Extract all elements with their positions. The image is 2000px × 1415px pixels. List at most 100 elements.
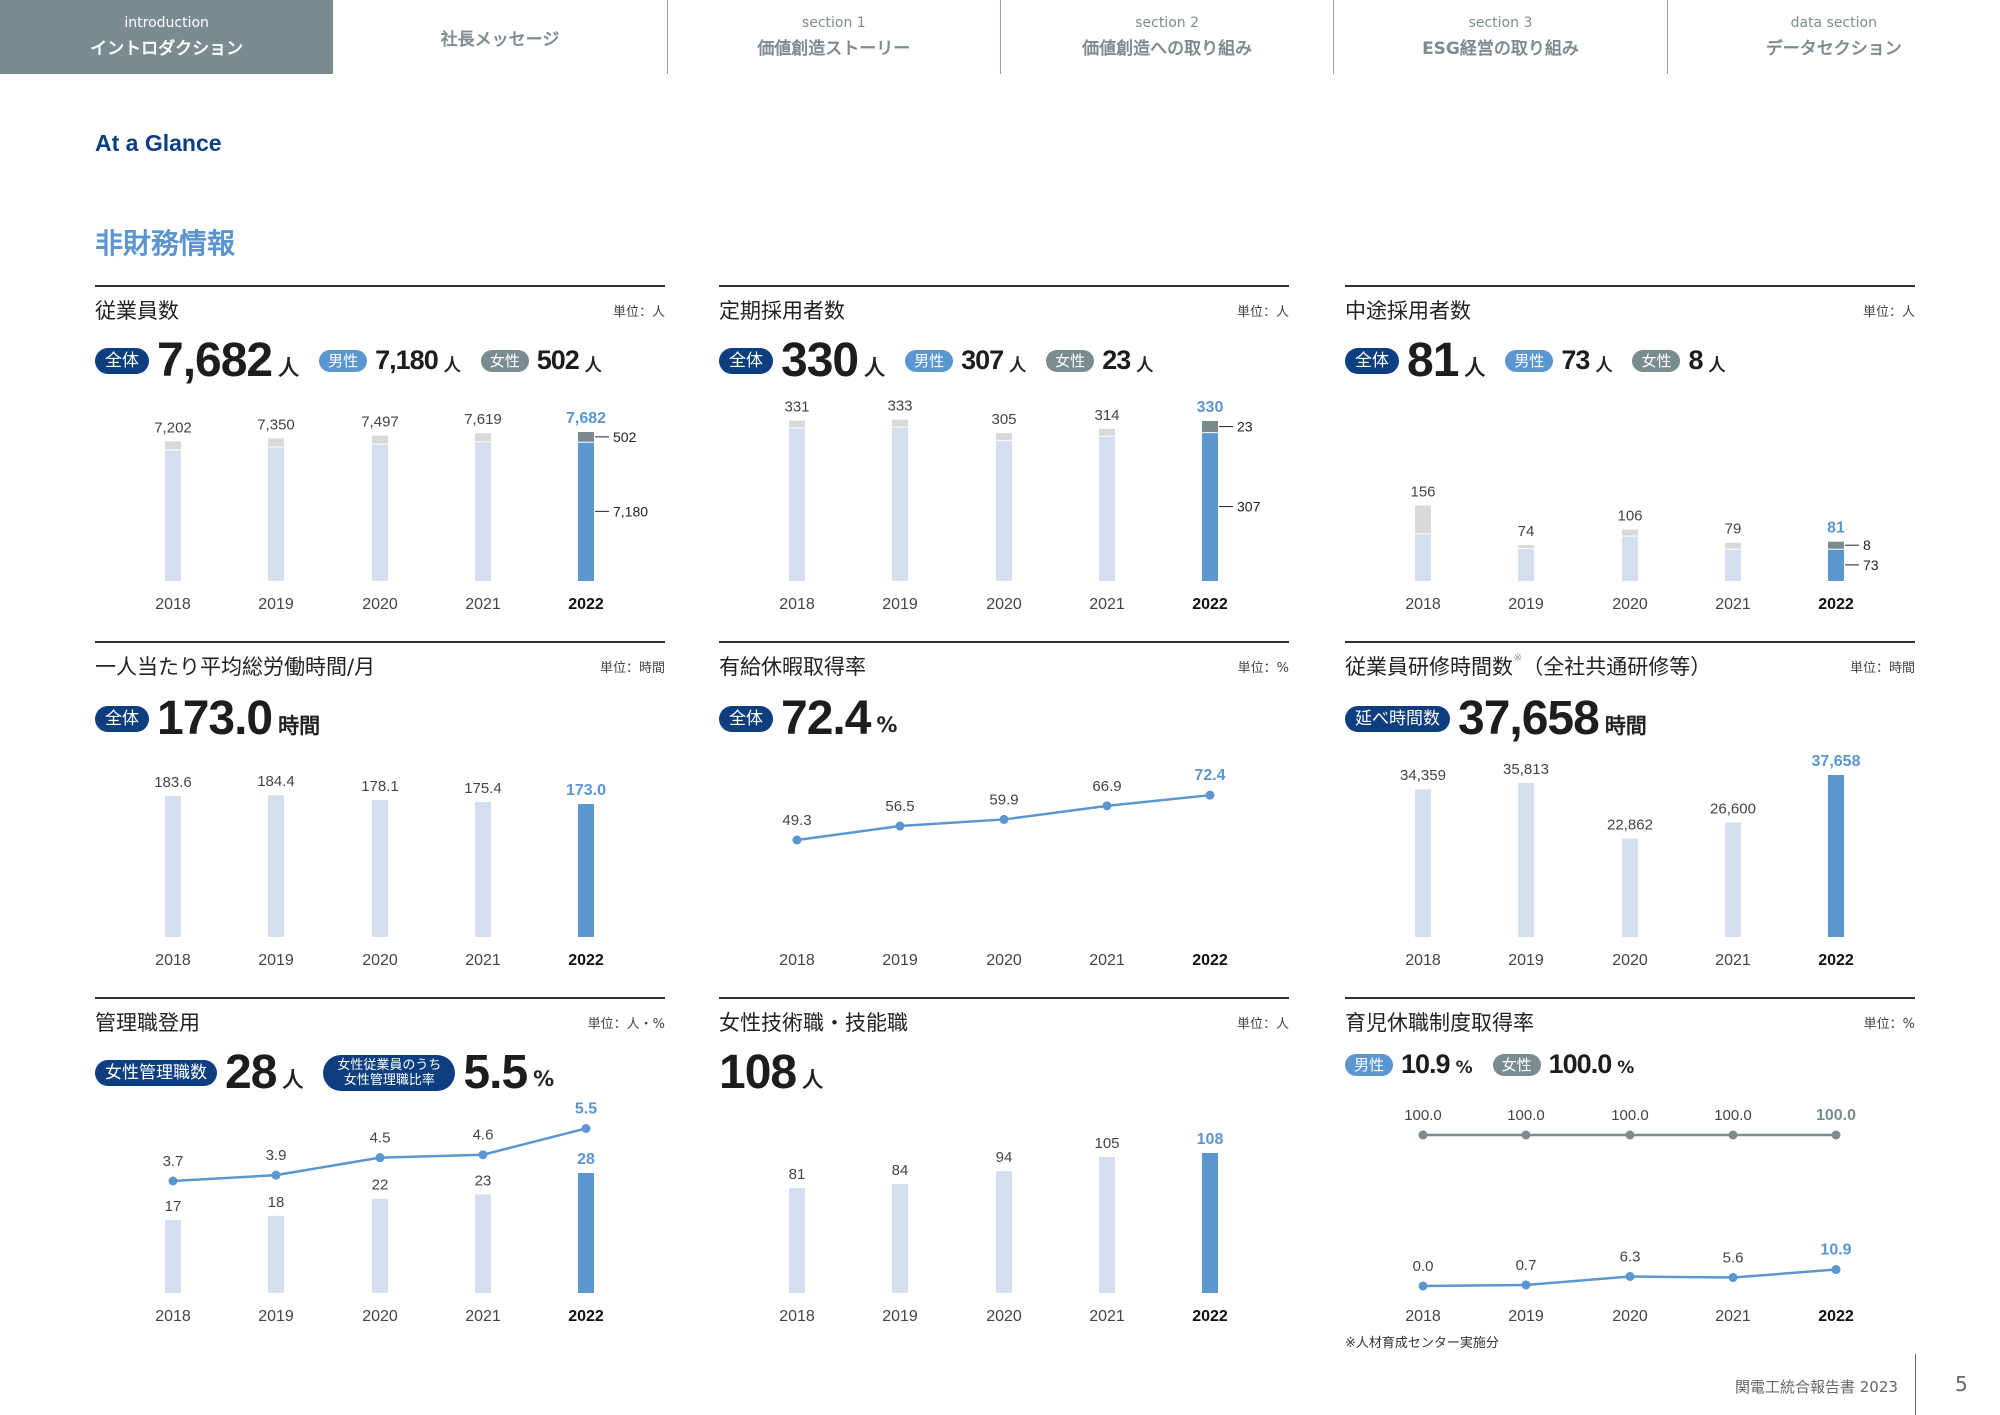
year-label: 2022 xyxy=(1818,596,1854,613)
line-point xyxy=(581,1123,591,1133)
stats-row: 男性 10.9% 女性 100.0% xyxy=(1345,1049,1654,1080)
chart-4: 2018 2019 2020 2021 2022 49.3 56.5 59.9 66.9 72.4 xyxy=(779,767,1228,969)
line-value-label: 49.3 xyxy=(782,812,811,829)
bar-male-label: 307 xyxy=(1237,499,1261,515)
line-value-label: 100.0 xyxy=(1714,1107,1752,1124)
bar-value-label: 314 xyxy=(1094,407,1119,424)
bar-value-label: 7,682 xyxy=(566,410,606,427)
bar-value-label: 183.6 xyxy=(154,774,192,791)
unit-label: 単位：人 xyxy=(612,305,665,320)
nav-tab-5[interactable]: data section データセクション xyxy=(1666,0,2000,74)
bar-value-label: 74 xyxy=(1518,523,1535,540)
line-point xyxy=(1831,1265,1841,1275)
panel-title-text: 有給休暇取得率 xyxy=(719,655,866,679)
stat-badge: 全体 xyxy=(95,347,149,374)
stat-value: 100.0 xyxy=(1548,1049,1613,1079)
stat-value: 28 xyxy=(225,1046,277,1099)
panel-title-suffix: （全社共通研修等） xyxy=(1522,655,1712,679)
nav-tab-label: ESG経営の取り組み xyxy=(1422,39,1579,59)
bar-cap xyxy=(789,420,805,428)
footer-report-title: 関電工統合報告書 2023 xyxy=(1735,1378,1898,1396)
line-point xyxy=(1521,1130,1531,1140)
year-label: 2021 xyxy=(465,1308,501,1325)
panel-title-text: 管理職登用 xyxy=(95,1011,200,1035)
year-label: 2018 xyxy=(779,952,815,969)
nav-tab-2[interactable]: section 1 価値創造ストーリー xyxy=(666,0,1000,74)
line-value-label: 72.4 xyxy=(1194,767,1225,784)
bar-cap xyxy=(996,433,1012,441)
bar xyxy=(372,1198,388,1293)
bar-value-label: 175.4 xyxy=(464,780,502,797)
line-point xyxy=(792,835,802,845)
bar xyxy=(578,804,594,937)
bar-value-label: 305 xyxy=(991,411,1016,428)
bar-value-label: 178.1 xyxy=(361,778,399,795)
stats-row: 全体 330 人男性 307 人女性 23 人 xyxy=(719,333,1173,388)
unit-label: 単位：人 xyxy=(1236,1017,1289,1032)
chart-5: 2018 2019 2020 2021 2022 34,359 35,813 22,862 26… xyxy=(1400,753,1861,969)
panel-8: 育児休職制度取得率 単位：% 男性 10.9% 女性 100.0% 2018 2019 2020… xyxy=(1345,997,1915,1353)
panel-title-text: 従業員数 xyxy=(95,299,179,323)
nav-tab-sub: section 1 xyxy=(801,15,866,31)
line-value-label: 66.9 xyxy=(1092,778,1121,795)
year-label: 2020 xyxy=(1612,596,1648,613)
panel-7: 女性技術職・技能職 単位：人 108 人 2018 2019 2020 2021 2022 81 8… xyxy=(719,997,1289,1353)
nav-tab-label: データセクション xyxy=(1765,39,1902,59)
year-label: 2020 xyxy=(1612,952,1648,969)
bar xyxy=(789,428,805,581)
year-label: 2022 xyxy=(568,952,604,969)
section-title: At a Glance xyxy=(95,130,222,156)
year-label: 2022 xyxy=(1192,952,1228,969)
bar-value-label: 23 xyxy=(475,1172,492,1189)
stat-value: 23 xyxy=(1102,345,1131,375)
stat-value: 37,658 xyxy=(1458,692,1600,745)
year-label: 2018 xyxy=(1405,952,1441,969)
bar xyxy=(1202,1153,1218,1293)
nav-tab-4[interactable]: section 3 ESG経営の取り組み xyxy=(1333,0,1666,74)
stat-badge: 全体 xyxy=(719,705,773,732)
bar-cap xyxy=(1099,428,1115,436)
line-value-label: 5.6 xyxy=(1723,1250,1744,1267)
panel-title-text: 一人当たり平均総労働時間/月 xyxy=(95,655,376,679)
year-label: 2019 xyxy=(882,952,918,969)
year-label: 2020 xyxy=(1612,1308,1648,1325)
nav-tab-1[interactable]: 社長メッセージ xyxy=(333,0,666,74)
stat-badge: 女性 xyxy=(480,349,529,372)
line-point xyxy=(895,821,905,831)
bar-value-label: 22 xyxy=(372,1177,389,1194)
line-point xyxy=(999,814,1009,824)
line-value-label: 4.5 xyxy=(370,1130,391,1147)
year-label: 2020 xyxy=(986,596,1022,613)
stat-value: 173.0 xyxy=(157,692,273,745)
bar-value-label: 34,359 xyxy=(1400,767,1446,784)
bar xyxy=(892,1184,908,1293)
year-label: 2022 xyxy=(1192,596,1228,613)
nav-tab-3[interactable]: section 2 価値創造への取り組み xyxy=(999,0,1333,74)
stat-unit: % xyxy=(1617,1057,1635,1078)
stat-badge: 女性 xyxy=(1046,349,1095,372)
bar-male xyxy=(578,442,594,581)
bar-value-label: 330 xyxy=(1197,399,1224,416)
panel-title: 従業員数 xyxy=(95,295,179,325)
stat-badge: 男性 xyxy=(905,349,954,372)
nav-tab-0[interactable]: introduction イントロダクション xyxy=(0,0,334,74)
panel-title: 管理職登用 xyxy=(95,1007,200,1037)
panel-title-text: 定期採用者数 xyxy=(719,299,845,323)
nav-tab-label: イントロダクション xyxy=(90,39,244,59)
year-label: 2018 xyxy=(1405,1308,1441,1325)
year-label: 2021 xyxy=(1715,1308,1751,1325)
nav-tab-sub: introduction xyxy=(124,15,209,31)
nav-tab-label: 価値創造への取り組み xyxy=(1082,39,1253,59)
stat-badge: 延べ時間数 xyxy=(1345,705,1450,732)
panel-5: 従業員研修時間数※（全社共通研修等） 単位：時間 延べ時間数 37,658 時間 2018… xyxy=(1345,641,1915,997)
chart-8: 2018 2019 2020 2021 2022 100.0 100.0 100.0 100.0… xyxy=(1404,1107,1856,1325)
stats-row: 108 人 xyxy=(719,1045,843,1100)
stat-unit: % xyxy=(1455,1057,1473,1078)
stat-value: 81 xyxy=(1407,334,1459,387)
nav-tab-sub: section 3 xyxy=(1468,15,1533,31)
stat-value: 7,682 xyxy=(157,334,273,387)
stat-unit: 時間 xyxy=(278,713,321,738)
stat-unit: 人 xyxy=(282,1067,304,1092)
stat-badge: 女性 xyxy=(1632,349,1681,372)
stat-unit: 人 xyxy=(1708,356,1726,376)
